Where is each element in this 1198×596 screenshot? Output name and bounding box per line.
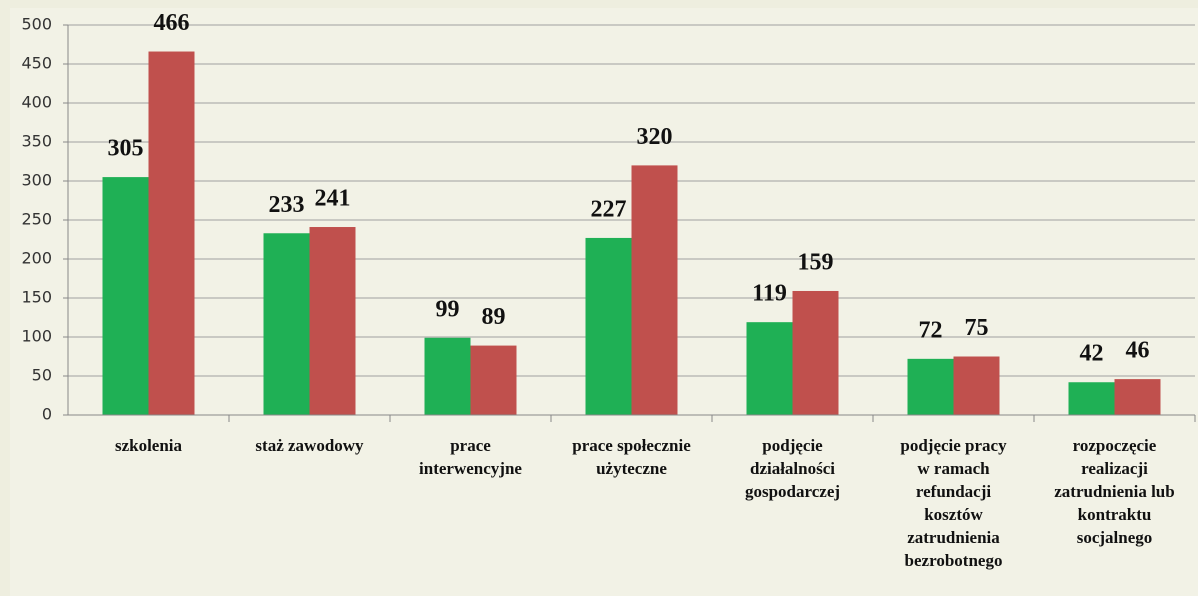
y-tick-label: 350 bbox=[21, 132, 52, 151]
x-tick-label-line: realizacji bbox=[1081, 459, 1148, 478]
bar bbox=[907, 358, 954, 415]
x-tick-label-line: rozpoczęcie bbox=[1073, 436, 1157, 455]
x-tick-label-line: podjęcie pracy bbox=[900, 436, 1007, 455]
data-label: 305 bbox=[108, 136, 144, 162]
x-tick-label-line: refundacji bbox=[916, 482, 992, 501]
x-tick-label: prace interwencyjne bbox=[419, 436, 522, 478]
x-tick-label-line: szkolenia bbox=[115, 436, 183, 455]
x-tick-label-line: kosztów bbox=[924, 505, 983, 524]
x-tick-label-line: bezrobotnego bbox=[905, 551, 1003, 570]
bar bbox=[585, 237, 632, 415]
x-tick-label: podjęcie działalności gospodarczej bbox=[745, 436, 840, 501]
x-tick-label-line: podjęcie bbox=[762, 436, 823, 455]
data-label: 42 bbox=[1080, 341, 1104, 367]
y-tick-label: 0 bbox=[42, 405, 52, 424]
x-tick-label: staż zawodowy bbox=[255, 436, 364, 455]
data-label: 72 bbox=[919, 317, 943, 343]
x-tick-label-line: w ramach bbox=[917, 459, 990, 478]
data-label: 75 bbox=[965, 315, 989, 341]
data-label: 466 bbox=[154, 10, 190, 36]
data-label: 119 bbox=[752, 281, 787, 307]
y-tick-label: 400 bbox=[21, 93, 52, 112]
data-label: 227 bbox=[591, 196, 627, 222]
bar bbox=[953, 356, 1000, 415]
data-label: 159 bbox=[798, 249, 834, 275]
data-label: 233 bbox=[269, 192, 305, 218]
y-tick-label: 150 bbox=[21, 288, 52, 307]
bar bbox=[792, 290, 839, 415]
bar bbox=[148, 51, 195, 416]
x-tick-label: prace społecznie użyteczne bbox=[572, 436, 691, 478]
x-tick-label: rozpoczęcie realizacji zatrudnienia lub kon… bbox=[1054, 436, 1174, 547]
y-tick-label: 50 bbox=[32, 366, 52, 385]
bar bbox=[1114, 379, 1161, 415]
x-tick-label-line: kontraktu bbox=[1078, 505, 1152, 524]
x-tick-label-line: gospodarczej bbox=[745, 482, 840, 501]
x-tick-label-line: prace społecznie bbox=[572, 436, 691, 455]
data-label: 46 bbox=[1126, 338, 1150, 364]
x-tick-label-line: działalności bbox=[750, 459, 835, 478]
bar bbox=[424, 337, 471, 415]
y-tick-label: 500 bbox=[21, 15, 52, 34]
y-tick-label: 300 bbox=[21, 171, 52, 190]
y-tick-label: 450 bbox=[21, 54, 52, 73]
bar bbox=[470, 345, 517, 415]
bar bbox=[631, 165, 678, 415]
data-label: 89 bbox=[482, 304, 506, 330]
data-label: 320 bbox=[637, 124, 673, 150]
bar bbox=[263, 233, 310, 415]
x-tick-label-line: socjalnego bbox=[1077, 528, 1153, 547]
data-label: 241 bbox=[315, 186, 351, 212]
bar bbox=[309, 227, 356, 415]
y-tick-label: 200 bbox=[21, 249, 52, 268]
x-tick-label-line: zatrudnienia lub bbox=[1054, 482, 1174, 501]
x-tick-label: szkolenia bbox=[115, 436, 183, 455]
x-tick-label-line: staż zawodowy bbox=[255, 436, 364, 455]
y-tick-label: 100 bbox=[21, 327, 52, 346]
x-tick-label: podjęcie pracy w ramach refundacji kosztów z… bbox=[900, 436, 1007, 570]
bar bbox=[102, 177, 149, 415]
x-tick-label-line: zatrudnienia bbox=[907, 528, 1000, 547]
bar bbox=[1068, 382, 1115, 415]
x-tick-label-line: użyteczne bbox=[596, 459, 667, 478]
bar bbox=[746, 322, 793, 415]
x-tick-label-line: prace bbox=[450, 436, 491, 455]
x-tick-label-line: interwencyjne bbox=[419, 459, 522, 478]
data-label: 99 bbox=[436, 296, 460, 322]
y-tick-label: 250 bbox=[21, 210, 52, 229]
